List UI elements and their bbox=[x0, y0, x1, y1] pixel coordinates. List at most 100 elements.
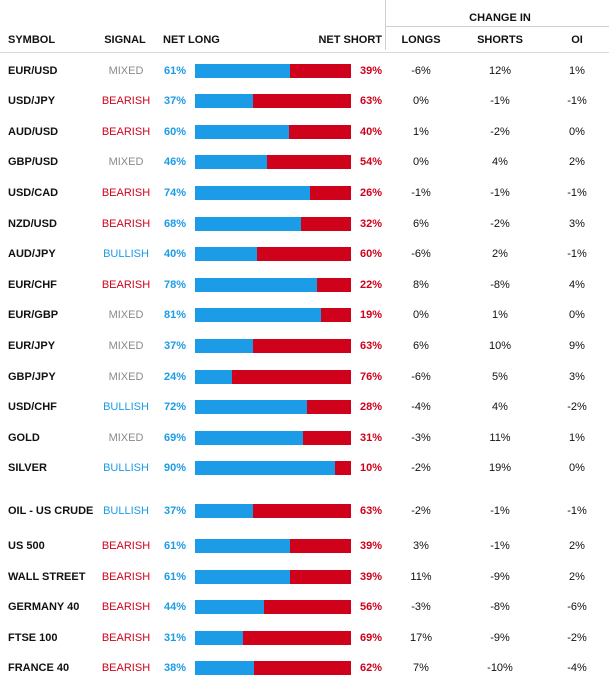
symbol-cell[interactable]: SILVER bbox=[8, 461, 47, 474]
net-long-cell: 72% bbox=[164, 401, 187, 413]
symbol-cell[interactable]: FTSE 100 bbox=[8, 631, 58, 644]
header-longs[interactable]: LONGS bbox=[401, 34, 441, 46]
sentiment-bar bbox=[195, 64, 351, 78]
sentiment-bar bbox=[195, 631, 351, 645]
signal-cell: BEARISH bbox=[101, 279, 151, 291]
net-short-cell: 62% bbox=[359, 662, 382, 674]
net-long-bar-fill bbox=[195, 247, 258, 261]
symbol-cell[interactable]: AUD/USD bbox=[8, 125, 59, 138]
symbol-cell[interactable]: EUR/GBP bbox=[8, 308, 59, 321]
signal-cell: MIXED bbox=[108, 65, 144, 77]
header-symbol[interactable]: SYMBOL bbox=[8, 34, 56, 46]
signal-cell: BEARISH bbox=[101, 187, 151, 199]
longs-change-cell: 7% bbox=[413, 662, 429, 674]
table-row[interactable]: FRANCE 40 BEARISH 38% 62% 7% -10% -4% bbox=[0, 653, 609, 683]
sentiment-bar bbox=[195, 431, 351, 445]
header-net-short[interactable]: NET SHORT bbox=[318, 34, 382, 46]
net-long-bar-fill bbox=[195, 308, 322, 322]
table-row[interactable]: USD/CAD BEARISH 74% 26% -1% -1% -1% bbox=[0, 178, 609, 208]
symbol-cell[interactable]: EUR/JPY bbox=[8, 339, 56, 352]
table-row[interactable]: GBP/JPY MIXED 24% 76% -6% 5% 3% bbox=[0, 362, 609, 392]
table-row[interactable]: OIL - US CRUDE BULLISH 37% 63% -2% -1% -1% bbox=[0, 492, 609, 530]
table-row[interactable]: GOLD MIXED 69% 31% -3% 11% 1% bbox=[0, 423, 609, 453]
symbol-cell[interactable]: USD/CAD bbox=[8, 186, 59, 199]
net-long-bar-fill bbox=[195, 600, 264, 614]
net-short-cell: 76% bbox=[359, 371, 382, 383]
symbol-cell[interactable]: FRANCE 40 bbox=[8, 661, 70, 674]
symbol-cell[interactable]: WALL STREET bbox=[8, 570, 86, 583]
longs-change-cell: -6% bbox=[411, 248, 431, 260]
longs-change-cell: 1% bbox=[413, 126, 429, 138]
table-row[interactable]: GERMANY 40 BEARISH 44% 56% -3% -8% -6% bbox=[0, 592, 609, 622]
net-long-cell: 37% bbox=[164, 95, 187, 107]
symbol-cell[interactable]: EUR/USD bbox=[8, 64, 58, 77]
symbol-cell[interactable]: GBP/JPY bbox=[8, 370, 56, 383]
symbol-cell[interactable]: NZD/USD bbox=[8, 217, 57, 230]
table-row[interactable]: EUR/CHF BEARISH 78% 22% 8% -8% 4% bbox=[0, 270, 609, 300]
longs-change-cell: -2% bbox=[411, 505, 431, 517]
longs-change-cell: 17% bbox=[409, 632, 433, 644]
net-long-bar-fill bbox=[195, 661, 255, 675]
shorts-change-cell: 4% bbox=[492, 156, 508, 168]
table-row[interactable]: AUD/USD BEARISH 60% 40% 1% -2% 0% bbox=[0, 117, 609, 147]
table-row[interactable]: NZD/USD BEARISH 68% 32% 6% -2% 3% bbox=[0, 209, 609, 239]
oi-change-cell: -1% bbox=[567, 505, 587, 517]
table-row[interactable]: EUR/GBP MIXED 81% 19% 0% 1% 0% bbox=[0, 300, 609, 330]
net-short-cell: 63% bbox=[359, 95, 382, 107]
symbol-cell[interactable]: GOLD bbox=[8, 431, 40, 444]
oi-change-cell: 0% bbox=[569, 126, 585, 138]
table-row[interactable]: EUR/USD MIXED 61% 39% -6% 12% 1% bbox=[0, 56, 609, 86]
table-row[interactable]: USD/JPY BEARISH 37% 63% 0% -1% -1% bbox=[0, 86, 609, 116]
symbol-cell[interactable]: USD/JPY bbox=[8, 94, 56, 107]
longs-change-cell: 3% bbox=[413, 540, 429, 552]
symbol-cell[interactable]: GBP/USD bbox=[8, 155, 59, 168]
table-row[interactable]: GBP/USD MIXED 46% 54% 0% 4% 2% bbox=[0, 147, 609, 177]
signal-cell: MIXED bbox=[108, 309, 144, 321]
net-long-bar-fill bbox=[195, 217, 302, 231]
net-short-cell: 31% bbox=[359, 432, 382, 444]
signal-cell: BULLISH bbox=[103, 401, 149, 413]
shorts-change-cell: 10% bbox=[488, 340, 512, 352]
shorts-change-cell: 1% bbox=[492, 309, 508, 321]
shorts-change-cell: -1% bbox=[490, 187, 510, 199]
header-net-long[interactable]: NET LONG bbox=[163, 34, 220, 46]
net-long-cell: 61% bbox=[164, 571, 187, 583]
net-long-cell: 24% bbox=[164, 371, 187, 383]
shorts-change-cell: 4% bbox=[492, 401, 508, 413]
symbol-cell[interactable]: USD/CHF bbox=[8, 400, 57, 413]
header-signal[interactable]: SIGNAL bbox=[104, 34, 146, 46]
net-long-cell: 74% bbox=[164, 187, 187, 199]
table-row[interactable]: WALL STREET BEARISH 61% 39% 11% -9% 2% bbox=[0, 562, 609, 592]
symbol-cell[interactable]: EUR/CHF bbox=[8, 278, 57, 291]
symbol-cell[interactable]: AUD/JPY bbox=[8, 247, 56, 260]
header-oi[interactable]: OI bbox=[571, 34, 583, 46]
oi-change-cell: 0% bbox=[569, 309, 585, 321]
table-row[interactable]: EUR/JPY MIXED 37% 63% 6% 10% 9% bbox=[0, 331, 609, 361]
table-row[interactable]: SILVER BULLISH 90% 10% -2% 19% 0% bbox=[0, 453, 609, 483]
net-short-cell: 60% bbox=[359, 248, 382, 260]
net-short-cell: 28% bbox=[359, 401, 382, 413]
net-short-cell: 39% bbox=[359, 540, 382, 552]
net-short-cell: 19% bbox=[359, 309, 382, 321]
shorts-change-cell: 2% bbox=[492, 248, 508, 260]
header-shorts[interactable]: SHORTS bbox=[477, 34, 523, 46]
table-row[interactable]: FTSE 100 BEARISH 31% 69% 17% -9% -2% bbox=[0, 623, 609, 653]
sentiment-bar bbox=[195, 278, 351, 292]
oi-change-cell: 0% bbox=[569, 462, 585, 474]
net-long-cell: 68% bbox=[164, 218, 187, 230]
net-long-cell: 38% bbox=[164, 662, 187, 674]
sentiment-bar bbox=[195, 247, 351, 261]
oi-change-cell: 9% bbox=[569, 340, 585, 352]
symbol-cell[interactable]: US 500 bbox=[8, 539, 45, 552]
longs-change-cell: 6% bbox=[413, 340, 429, 352]
table-row[interactable]: US 500 BEARISH 61% 39% 3% -1% 2% bbox=[0, 531, 609, 561]
header-divider bbox=[385, 0, 386, 50]
oi-change-cell: 3% bbox=[569, 218, 585, 230]
longs-change-cell: 0% bbox=[413, 156, 429, 168]
shorts-change-cell: -1% bbox=[490, 505, 510, 517]
symbol-cell[interactable]: OIL - US CRUDE bbox=[8, 504, 94, 517]
net-long-bar-fill bbox=[195, 431, 303, 445]
table-row[interactable]: AUD/JPY BULLISH 40% 60% -6% 2% -1% bbox=[0, 239, 609, 269]
symbol-cell[interactable]: GERMANY 40 bbox=[8, 600, 80, 613]
table-row[interactable]: USD/CHF BULLISH 72% 28% -4% 4% -2% bbox=[0, 392, 609, 422]
